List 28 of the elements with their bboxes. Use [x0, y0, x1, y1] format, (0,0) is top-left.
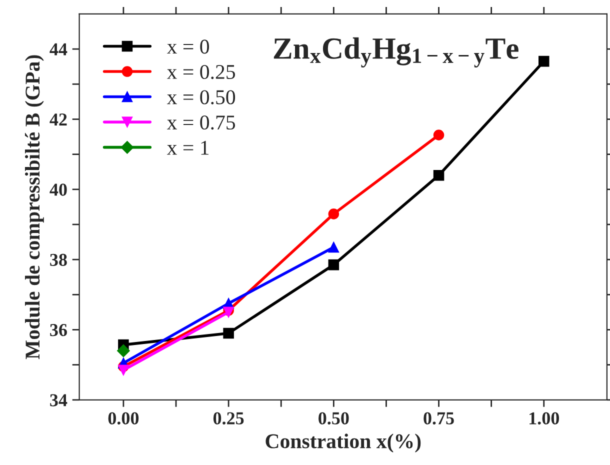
y-tick-label: 40 [50, 184, 67, 196]
point [328, 208, 340, 220]
legend-label: x = 0.75 [166, 115, 236, 130]
point [223, 328, 234, 339]
x-tick-label: 1.00 [530, 412, 559, 424]
x-tick-label: 0.25 [213, 412, 244, 424]
y-tick-label: 34 [50, 394, 68, 406]
point [328, 259, 340, 270]
point [538, 56, 550, 67]
y-axis-title: Module de compressibilté B (GPa) [24, 55, 44, 360]
legend-label: x = 1 [166, 140, 209, 155]
x-tick-label: 0.75 [424, 412, 454, 424]
point [328, 242, 340, 253]
point [118, 364, 129, 376]
annotation: Zn$_{x}$Cd$_{y}$Hg$_{1−x−y}$Te [274, 37, 518, 68]
point [117, 344, 130, 358]
y-tick-label: 38 [50, 254, 67, 266]
point [433, 170, 444, 181]
x-axis-title: Constration x(%) [266, 434, 421, 453]
legend-label: x = 0.50 [166, 90, 236, 104]
y-tick-label: 44 [50, 43, 68, 56]
y-tick-label: 42 [50, 114, 67, 126]
x-tick-label: 0.50 [318, 412, 349, 424]
legend-label: x = 0.25 [166, 64, 236, 80]
y-tick-label: 36 [50, 324, 67, 336]
point [433, 130, 444, 140]
x-tick-label: 0.00 [108, 412, 139, 424]
legend-label: x = 0 [166, 40, 210, 54]
